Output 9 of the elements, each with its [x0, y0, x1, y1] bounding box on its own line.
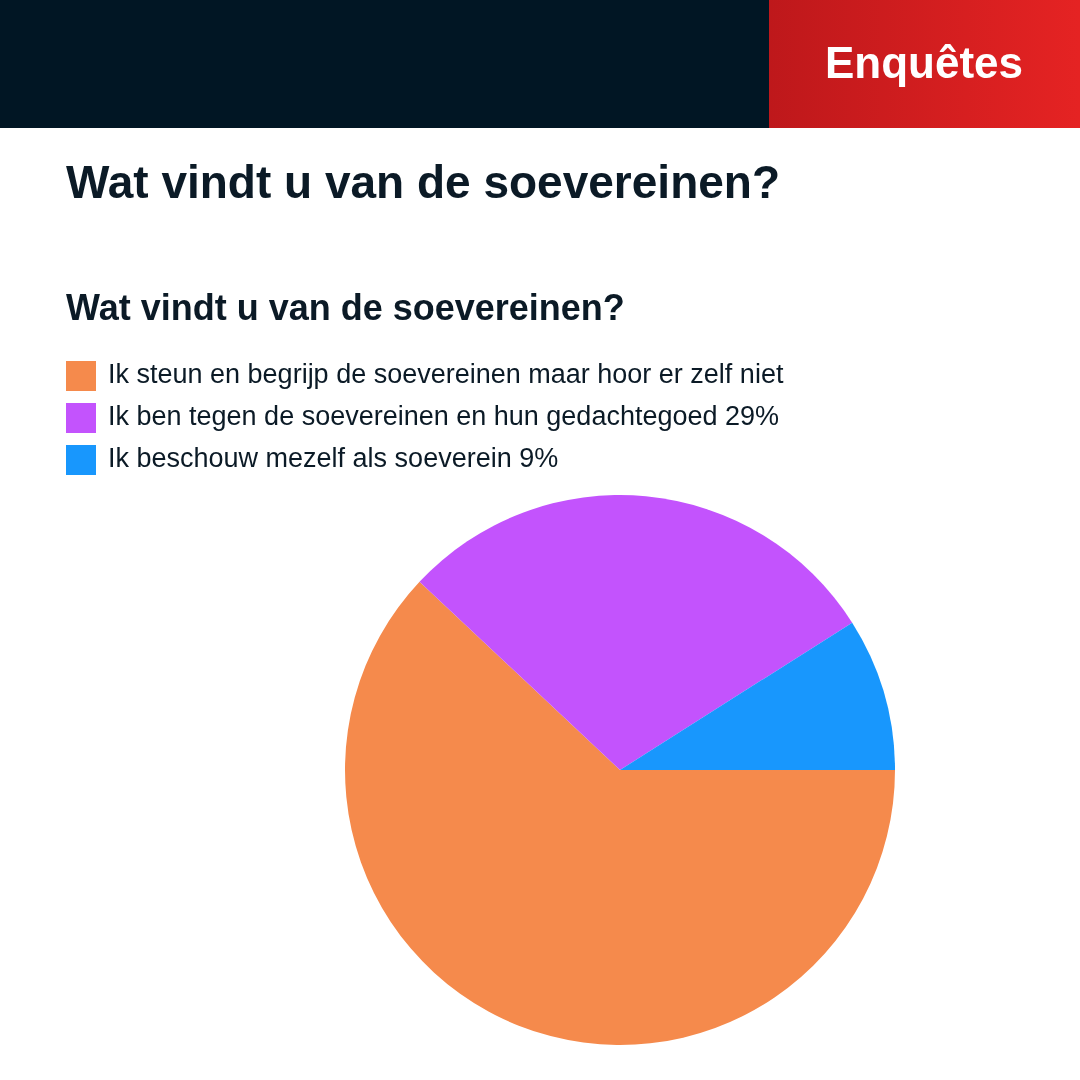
legend-label: Ik steun en begrijp de soevereinen maar hoor er zelf niet [108, 359, 784, 390]
chart-subtitle: Wat vindt u van de soevereinen? [66, 287, 625, 328]
text: Enquêtes [824, 37, 1024, 87]
chart-title: Wat vindt u van de soevereinen? [66, 156, 781, 208]
pie-slice [620, 622, 895, 770]
pie-slice [345, 581, 895, 1045]
legend-label: Ik beschouw mezelf als soeverein 9% [108, 443, 559, 474]
legend-label: Ik ben tegen de soevereinen en hun gedachtegoed 29% [108, 401, 780, 432]
pie-slice [419, 495, 853, 770]
